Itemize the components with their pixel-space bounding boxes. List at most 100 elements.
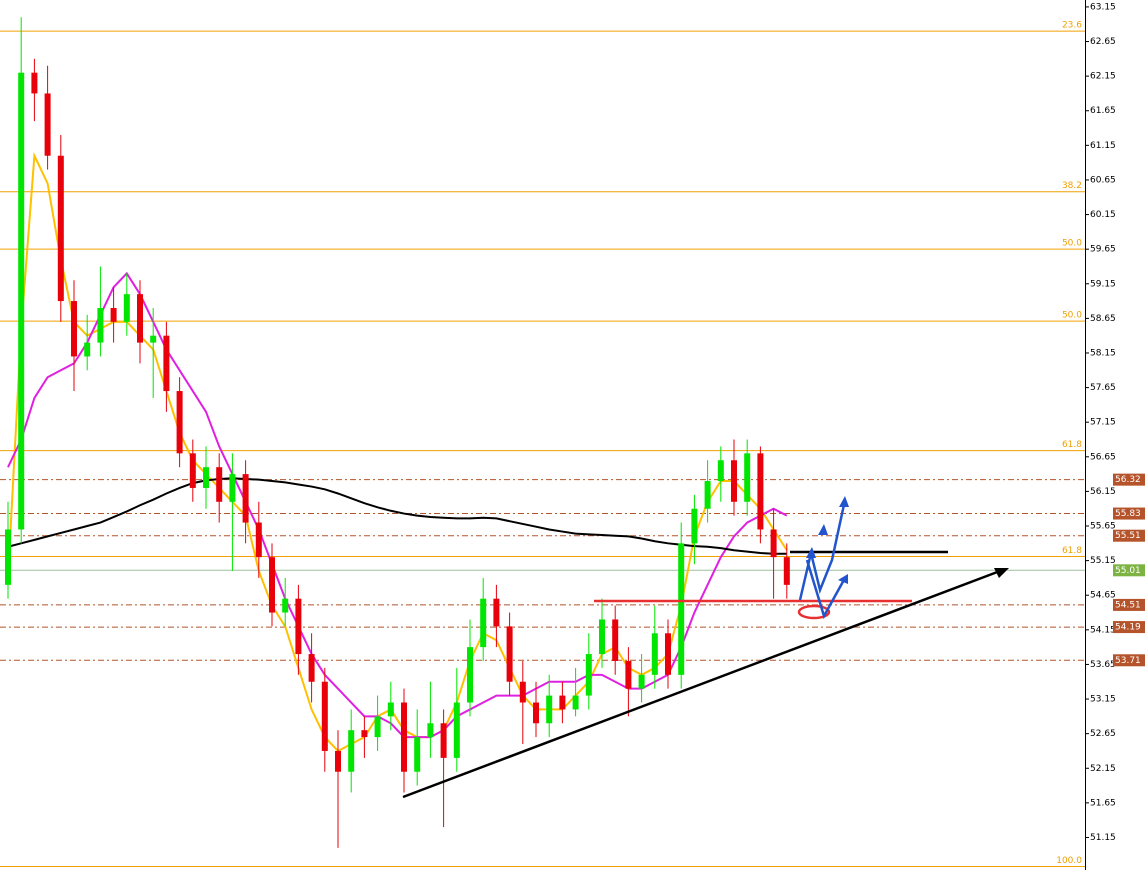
y-tick-label: 55.65: [1090, 522, 1116, 532]
y-tick-label: 59.15: [1090, 279, 1116, 289]
candle-body: [717, 460, 724, 482]
candle-body: [57, 155, 64, 302]
current-price-box: [1113, 564, 1145, 577]
y-tick-label: 53.65: [1090, 660, 1116, 670]
level-label: 54.51: [1115, 600, 1141, 610]
candle-body: [453, 702, 460, 758]
projection-arrow: [805, 559, 847, 620]
candle-body: [229, 474, 236, 502]
candle-body: [704, 481, 711, 509]
candle-body: [216, 467, 223, 502]
candle-body: [691, 508, 698, 544]
candle-body: [44, 93, 51, 156]
current-price-label: 55.01: [1115, 566, 1141, 576]
candle-body: [137, 294, 143, 343]
y-tick-label: 60.15: [1090, 210, 1116, 220]
candle-body: [585, 654, 592, 696]
level-box: [1113, 473, 1145, 486]
moving-average: [7, 271, 788, 739]
y-tick-label: 52.65: [1090, 729, 1116, 739]
candle-body: [559, 695, 566, 710]
candle-body: [493, 598, 500, 627]
circle-mark: [797, 604, 831, 620]
level-label: 53.71: [1115, 656, 1141, 666]
candle-body: [361, 730, 368, 738]
level-label: 55.51: [1115, 531, 1141, 541]
candle-body: [71, 301, 77, 357]
y-tick-label: 62.15: [1090, 72, 1116, 82]
candle-body: [150, 335, 157, 343]
y-tick-label: 59.65: [1090, 245, 1116, 255]
candle-body: [176, 391, 183, 454]
y-tick-label: 58.15: [1090, 348, 1116, 358]
candle-body: [467, 647, 473, 703]
candle-body: [625, 660, 632, 689]
level-label: 54.19: [1115, 623, 1141, 633]
level-box: [1113, 598, 1145, 611]
candle-body: [242, 474, 249, 523]
candle-body: [348, 730, 355, 772]
candle-body: [295, 598, 302, 655]
level-box: [1113, 654, 1145, 667]
candle-body: [638, 674, 645, 689]
candle-body: [123, 294, 130, 322]
candle-body: [519, 681, 526, 703]
y-tick-label: 57.15: [1090, 418, 1116, 428]
candle-body: [757, 453, 764, 530]
candle-body: [533, 702, 539, 724]
price-axis: 63.15 62.65 62.15 61.65 61.15 60.65 60.15 59.65…: [1085, 2, 1145, 843]
candle-body: [612, 619, 619, 661]
trend-line: [402, 569, 1001, 799]
candle-body: [282, 598, 289, 613]
y-tick-label: 52.15: [1090, 764, 1116, 774]
fib-label: 50.0: [1062, 311, 1082, 321]
candle-body: [97, 307, 104, 343]
y-tick-label: 54.15: [1090, 625, 1116, 635]
y-tick-label: 58.65: [1090, 314, 1116, 324]
level-box: [1113, 529, 1145, 542]
candle-body: [5, 529, 11, 585]
candle-body: [651, 633, 658, 675]
candle-body: [572, 695, 579, 710]
arrow-head: [806, 496, 849, 584]
y-tick-label: 61.65: [1090, 106, 1116, 116]
fib-label: 61.8: [1062, 546, 1082, 556]
candle-body: [110, 307, 117, 322]
y-tick-label: 51.15: [1090, 833, 1116, 843]
candle-body: [321, 681, 328, 751]
y-tick-label: 62.65: [1090, 37, 1116, 47]
candle-body: [731, 460, 737, 502]
y-tick-label: 56.65: [1090, 452, 1116, 462]
arrow-head: [994, 568, 1009, 578]
level-label: 55.83: [1115, 509, 1141, 519]
fib-label: 38.2: [1062, 181, 1082, 191]
fib-label: 23.6: [1062, 21, 1082, 31]
candle-body: [18, 72, 25, 530]
candle-body: [770, 529, 777, 558]
moving-average: [7, 477, 787, 555]
fib-label: 100.0: [1056, 856, 1082, 866]
candle-body: [440, 723, 447, 758]
candle-body: [665, 633, 671, 675]
candle-body: [783, 557, 790, 585]
candle-body: [401, 702, 407, 772]
candle-body: [203, 467, 209, 488]
y-tick-label: 61.15: [1090, 141, 1116, 151]
y-tick-label: 60.65: [1090, 175, 1116, 185]
levels: 23.6 38.2 50.0 50.0 61.8 61.8 100.0: [0, 21, 1085, 868]
y-tick-label: 55.15: [1090, 556, 1116, 566]
candle-body: [414, 737, 421, 772]
drawings: [402, 496, 1009, 799]
candle-body: [506, 626, 513, 682]
candle-body: [678, 543, 685, 675]
y-tick-label: 57.65: [1090, 383, 1116, 393]
candle-body: [546, 695, 553, 724]
candle-body: [255, 522, 262, 558]
candle-body: [84, 342, 91, 357]
candle-body: [599, 619, 605, 655]
candle-body: [427, 723, 434, 738]
candle-body: [163, 335, 170, 392]
level-box: [1113, 507, 1145, 520]
y-tick-label: 63.15: [1090, 2, 1116, 12]
